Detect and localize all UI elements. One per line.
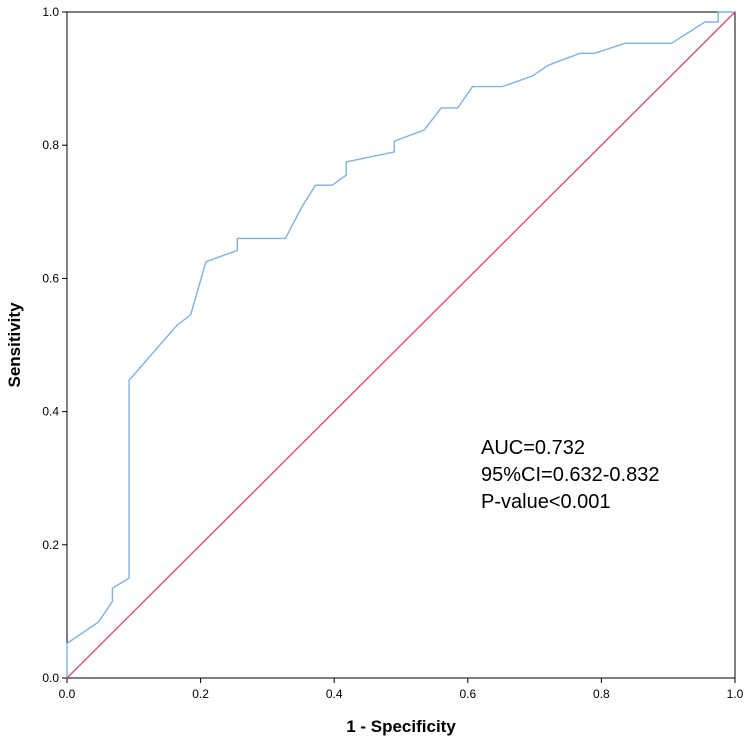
ci-label: 95%CI=0.632-0.832 — [481, 464, 659, 486]
x-tick-label: 0.6 — [459, 687, 476, 701]
x-axis-title: 1 - Specificity — [346, 717, 456, 736]
y-tick-label: 1.0 — [42, 5, 59, 19]
x-tick-label: 0.2 — [192, 687, 209, 701]
y-tick-label: 0.8 — [42, 138, 59, 152]
y-tick-label: 0.4 — [42, 405, 59, 419]
annotation-block: AUC=0.732 95%CI=0.632-0.832 P-value<0.00… — [481, 437, 659, 513]
x-tick-label: 0.4 — [326, 687, 343, 701]
p-value-label: P-value<0.001 — [481, 491, 611, 513]
x-tick-label: 0.8 — [593, 687, 610, 701]
y-axis-title: Sensitivity — [5, 302, 24, 388]
y-tick-label: 0.6 — [42, 271, 59, 285]
plot-frame — [66, 11, 736, 679]
x-tick-label: 1.0 — [727, 687, 744, 701]
reference-diagonal-line — [66, 11, 736, 679]
y-tick-label: 0.0 — [42, 671, 59, 685]
x-tick-label: 0.0 — [59, 687, 76, 701]
y-tick-label: 0.2 — [42, 538, 59, 552]
series-lines — [66, 11, 736, 679]
x-axis-ticks: 0.0 0.2 0.4 0.6 0.8 1.0 — [59, 678, 744, 701]
roc-curve-line — [66, 11, 735, 678]
y-axis-ticks: 0.0 0.2 0.4 0.6 0.8 1.0 — [42, 5, 67, 685]
auc-label: AUC=0.732 — [481, 437, 585, 459]
